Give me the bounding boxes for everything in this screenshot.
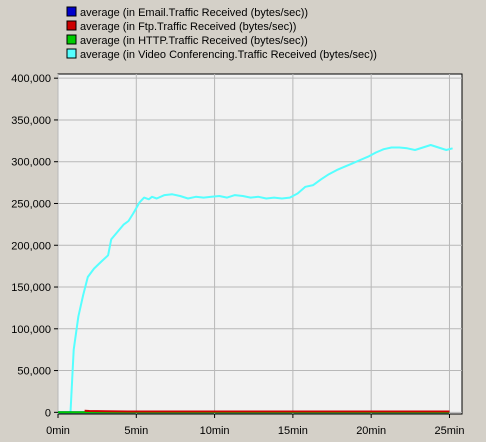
y-tick-label: 50,000: [17, 366, 51, 378]
y-tick-label: 0: [45, 407, 51, 419]
axes: 0 50,000 100,000 150,000 200,000 250,000 300,0…: [11, 73, 464, 437]
x-tick-label: 25min: [434, 425, 464, 437]
y-tick-label: 200,000: [11, 240, 51, 252]
x-tick-label: 5min: [124, 425, 148, 437]
y-tick-label: 100,000: [11, 324, 51, 336]
legend-label: average (in Ftp.Traffic Received (bytes/…: [80, 21, 296, 33]
x-tick-label: 0min: [46, 425, 70, 437]
legend-label: average (in HTTP.Traffic Received (bytes…: [80, 35, 308, 47]
legend: average (in Email.Traffic Received (byte…: [66, 6, 377, 61]
legend-swatch: [66, 34, 77, 45]
legend-label: average (in Email.Traffic Received (byte…: [80, 7, 308, 19]
plot-area: [57, 73, 463, 415]
x-tick-label: 20min: [356, 425, 386, 437]
y-tick-label: 250,000: [11, 198, 51, 210]
legend-panel: [0, 0, 486, 66]
y-tick-label: 350,000: [11, 115, 51, 127]
x-tick-label: 15min: [278, 425, 308, 437]
y-tick-label: 150,000: [11, 282, 51, 294]
series-layer: [58, 144, 453, 414]
legend-swatch: [66, 6, 77, 17]
y-tick-label: 400,000: [11, 73, 51, 85]
x-tick-label: 10min: [200, 425, 230, 437]
series-line-1: [84, 409, 450, 413]
y-tick-label: 300,000: [11, 157, 51, 169]
legend-swatch: [66, 48, 77, 59]
legend-swatch: [66, 20, 77, 31]
series-line-3: [58, 144, 453, 414]
legend-label: average (in Video Conferencing.Traffic R…: [80, 49, 377, 61]
